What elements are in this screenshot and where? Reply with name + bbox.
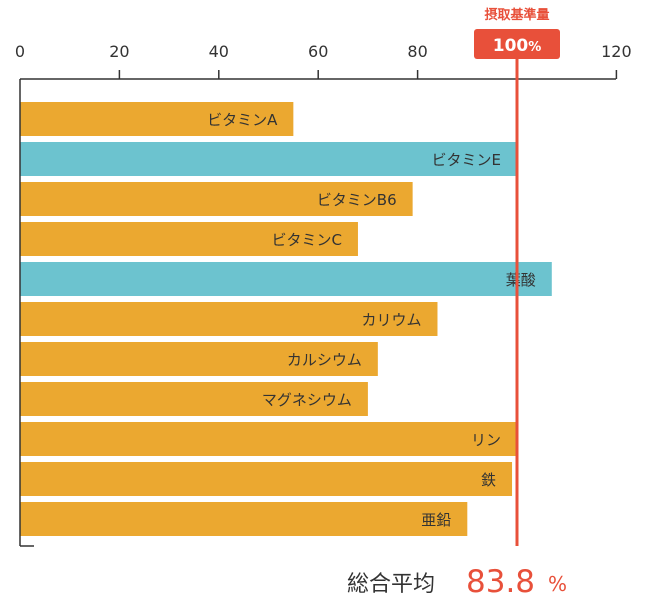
- bar: [20, 262, 552, 296]
- reference-badge: [474, 29, 560, 59]
- bar-label: リン: [471, 431, 501, 449]
- x-tick-label: 120: [601, 42, 632, 61]
- bar: [20, 502, 468, 536]
- reference-title: 摂取基準量: [484, 7, 549, 23]
- bar: [20, 382, 368, 416]
- x-tick-label: 20: [109, 42, 129, 61]
- bar: [20, 182, 413, 216]
- bar: [20, 422, 517, 456]
- bar: [20, 102, 294, 136]
- x-tick-label: 0: [15, 42, 25, 61]
- x-tick-label: 80: [407, 42, 427, 61]
- reference-badge-value: 100%: [493, 36, 542, 56]
- bars: [20, 102, 552, 536]
- bar-label: カリウム: [361, 311, 421, 329]
- bar: [20, 302, 438, 336]
- bar-label: ビタミンE: [432, 151, 501, 169]
- bar-label: マグネシウム: [262, 391, 352, 409]
- reference-marker: 摂取基準量 100%: [474, 7, 560, 546]
- bar-label: ビタミンA: [207, 111, 278, 129]
- bar-label: 鉄: [481, 471, 496, 489]
- bar-labels: ビタミンA ビタミンE ビタミンB6 ビタミンC 葉酸カリウムカルシウムマグネシウムリン…: [207, 111, 536, 529]
- bar: [20, 142, 517, 176]
- x-tick-label: 60: [308, 42, 328, 61]
- bar-label: 葉酸: [506, 271, 536, 289]
- average-unit: %: [548, 572, 567, 596]
- bar-label: ビタミンB6: [317, 191, 397, 209]
- average-label: 総合平均: [347, 572, 435, 597]
- bar-label: 亜鉛: [421, 511, 451, 529]
- average-value: 83.8: [466, 564, 535, 600]
- average-summary: 総合平均 83.8 %: [347, 564, 567, 600]
- bar: [20, 222, 358, 256]
- bar: [20, 342, 378, 376]
- bar-label: カルシウム: [287, 351, 362, 369]
- bar-label: ビタミンC: [271, 231, 341, 249]
- bar: [20, 462, 513, 496]
- x-tick-label: 40: [209, 42, 229, 61]
